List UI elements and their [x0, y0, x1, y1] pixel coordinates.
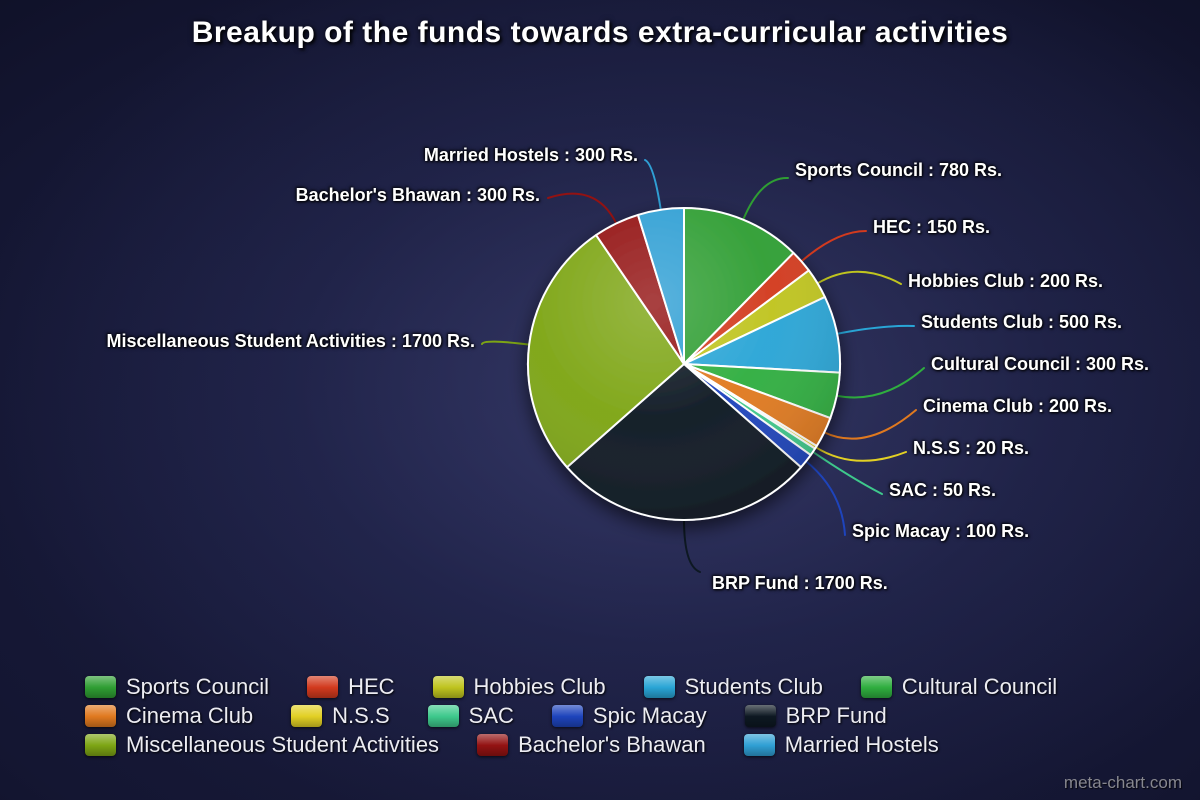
legend-label: Bachelor's Bhawan — [518, 732, 706, 757]
legend-label: Sports Council — [126, 674, 270, 699]
legend-label: N.S.S — [332, 703, 390, 728]
legend-item-brp-fund: BRP Fund — [744, 703, 887, 729]
legend-label: Miscellaneous Student Activities — [126, 732, 440, 757]
legend-label: BRP Fund — [785, 703, 887, 728]
legend-item-n-s-s: N.S.S — [291, 703, 390, 729]
legend-label: Students Club — [684, 674, 823, 699]
chart-title: Breakup of the funds towards extra-curri… — [191, 16, 1009, 49]
legend-label: HEC — [348, 674, 395, 699]
legend-item-bachelor-s-bhawan: Bachelor's Bhawan — [477, 732, 706, 758]
legend-row: Miscellaneous Student Activities Bachelor… — [85, 732, 1057, 758]
leader-line-cinema-club — [822, 409, 917, 440]
leader-line-miscellaneous-student-activities — [481, 340, 532, 346]
legend-swatch-married-hostels — [743, 734, 775, 756]
legend-item-cultural-council: Cultural Council — [860, 674, 1058, 700]
leader-line-students-club — [835, 324, 915, 335]
legend-swatch-brp-fund — [744, 705, 776, 727]
legend-swatch-sac — [427, 705, 459, 727]
leader-line-married-hostels — [644, 159, 662, 212]
legend-item-cinema-club: Cinema Club — [85, 703, 253, 729]
watermark: meta-chart.com — [1063, 773, 1182, 792]
leader-line-cultural-council — [834, 367, 925, 399]
leader-line-hec — [799, 230, 867, 263]
legend-label: Cultural Council — [901, 674, 1058, 699]
legend-swatch-hobbies-club — [432, 676, 464, 698]
leader-line-sports-council — [741, 176, 789, 222]
legend-label: Cinema Club — [126, 703, 254, 728]
leader-line-hobbies-club — [815, 270, 902, 285]
legend-label: Spic Macay — [592, 703, 707, 728]
legend-swatch-cinema-club — [85, 705, 116, 727]
legend-swatch-students-club — [643, 676, 675, 698]
legend-label: Hobbies Club — [473, 674, 606, 699]
legend-item-hec: HEC — [307, 674, 395, 700]
legend-swatch-hec — [307, 676, 339, 698]
leader-line-spic-macay — [804, 459, 846, 536]
leader-line-n-s-s — [814, 445, 907, 462]
leader-line-sac — [811, 450, 883, 495]
legend: Sports Council HEC Hobbies Club Students Cl… — [85, 674, 1057, 758]
legend-item-married-hostels: Married Hostels — [743, 732, 939, 758]
legend-swatch-sports-council — [85, 676, 116, 698]
legend-item-miscellaneous-student-activities: Miscellaneous Student Activities — [85, 732, 439, 758]
legend-swatch-cultural-council — [860, 676, 892, 698]
legend-swatch-n-s-s — [291, 705, 323, 727]
legend-swatch-miscellaneous-student-activities — [85, 734, 116, 756]
legend-item-sports-council: Sports Council — [85, 674, 269, 700]
legend-item-spic-macay: Spic Macay — [551, 703, 707, 729]
pie-slices — [526, 206, 842, 522]
legend-label: Married Hostels — [784, 732, 939, 757]
leader-line-brp-fund — [683, 518, 701, 573]
legend-item-hobbies-club: Hobbies Club — [432, 674, 606, 700]
legend-row: Sports Council HEC Hobbies Club Students Cl… — [85, 674, 1057, 700]
legend-swatch-bachelor-s-bhawan — [477, 734, 509, 756]
legend-row: Cinema Club N.S.S SAC Spic Macay BRP Fund — [85, 703, 1057, 729]
legend-item-students-club: Students Club — [643, 674, 823, 700]
legend-swatch-spic-macay — [551, 705, 583, 727]
legend-label: SAC — [468, 703, 514, 728]
legend-item-sac: SAC — [427, 703, 514, 729]
leader-line-bachelor-s-bhawan — [547, 192, 618, 226]
